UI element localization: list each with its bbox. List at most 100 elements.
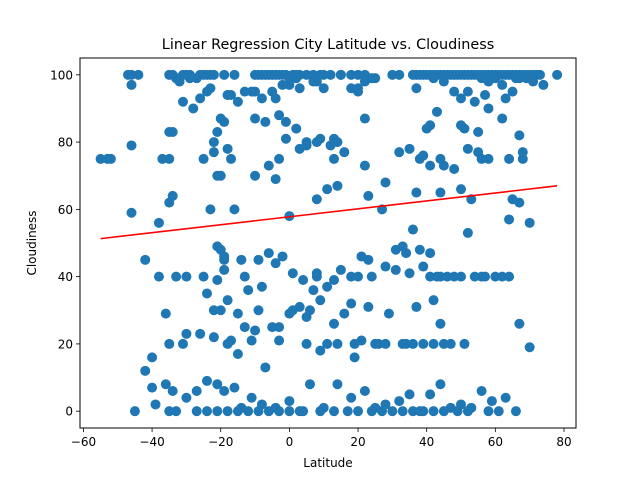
regression-line — [100, 185, 558, 240]
x-tick-label: 80 — [556, 435, 571, 449]
data-point — [497, 113, 508, 124]
data-point — [462, 143, 473, 154]
data-point — [301, 338, 312, 349]
x-tick-label: 40 — [419, 435, 434, 449]
data-point — [301, 312, 312, 322]
data-point — [425, 248, 436, 259]
data-point — [315, 133, 326, 144]
chart-title: Linear Regression City Latitude vs. Clou… — [162, 37, 494, 53]
data-point — [322, 281, 333, 292]
data-point — [208, 137, 219, 148]
data-point — [274, 153, 285, 164]
data-point — [476, 153, 487, 164]
data-point — [335, 69, 346, 80]
regression-layer — [100, 185, 558, 240]
data-point — [428, 406, 439, 417]
data-point — [397, 338, 408, 349]
data-point — [349, 352, 360, 363]
data-point — [215, 305, 226, 316]
data-point — [507, 86, 518, 97]
data-point — [208, 305, 219, 316]
data-point — [253, 254, 264, 265]
data-point — [497, 271, 508, 282]
data-point — [177, 96, 188, 107]
x-tick-label: −20 — [208, 435, 233, 449]
data-point — [181, 271, 192, 282]
data-point — [164, 406, 175, 417]
data-point — [274, 335, 285, 346]
data-point — [267, 322, 278, 333]
data-point — [246, 335, 257, 346]
data-point — [311, 268, 322, 279]
data-point — [239, 86, 250, 97]
data-point — [246, 392, 257, 403]
data-point — [243, 285, 254, 296]
data-point — [514, 130, 525, 141]
data-point — [219, 264, 230, 275]
data-point — [133, 69, 144, 80]
data-point — [287, 305, 298, 316]
data-point — [287, 268, 298, 279]
data-point — [510, 406, 521, 417]
data-point — [195, 328, 206, 339]
data-point — [301, 140, 312, 151]
data-point — [229, 382, 240, 393]
data-point — [394, 147, 405, 158]
y-tick-label: 60 — [58, 203, 73, 217]
data-point — [383, 308, 394, 319]
data-point — [517, 147, 528, 158]
data-point — [270, 258, 281, 269]
data-point — [411, 187, 422, 198]
data-point — [404, 268, 415, 279]
data-point — [171, 73, 182, 84]
data-point — [202, 288, 212, 299]
x-axis-label: Latitude — [303, 456, 352, 470]
data-point — [500, 392, 511, 403]
data-point — [167, 127, 178, 137]
data-point — [219, 116, 230, 127]
data-point — [153, 271, 164, 282]
data-point — [322, 184, 333, 195]
data-point — [167, 386, 178, 396]
data-point — [140, 254, 151, 265]
data-point — [353, 406, 364, 417]
data-point — [198, 271, 209, 282]
data-point — [263, 406, 274, 417]
data-point — [256, 93, 267, 104]
data-point — [332, 338, 343, 349]
data-point — [284, 73, 295, 84]
data-point — [164, 338, 175, 349]
data-point — [181, 328, 192, 339]
data-point — [212, 127, 223, 137]
data-point — [418, 338, 429, 349]
data-point — [126, 140, 137, 151]
data-point — [325, 69, 336, 80]
data-point — [171, 406, 182, 417]
y-tick-label: 80 — [58, 136, 73, 150]
data-point — [126, 207, 137, 218]
data-point — [160, 308, 171, 319]
data-point — [363, 254, 374, 265]
data-point — [205, 83, 216, 94]
data-point — [315, 295, 326, 306]
data-point — [219, 386, 230, 396]
data-point — [239, 322, 250, 333]
data-point — [449, 271, 460, 282]
data-point — [95, 153, 106, 164]
data-point — [263, 248, 274, 259]
data-point — [552, 69, 563, 80]
data-point — [157, 153, 168, 164]
data-point — [140, 365, 151, 376]
data-point — [191, 406, 202, 417]
data-point — [534, 69, 545, 80]
data-point — [346, 298, 357, 309]
data-point — [284, 396, 295, 407]
data-point — [274, 110, 285, 121]
data-point — [380, 338, 391, 349]
y-axis: 0 20 40 60 80 100 — [50, 68, 80, 419]
data-point — [394, 396, 405, 407]
data-point — [105, 153, 116, 164]
data-point — [329, 318, 340, 329]
data-point — [524, 217, 535, 228]
data-point — [469, 271, 480, 282]
